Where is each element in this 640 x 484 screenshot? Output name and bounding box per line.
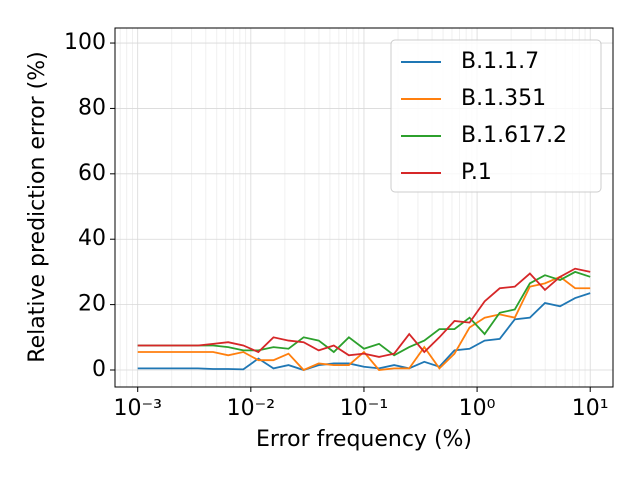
legend-label: B.1.351 [461,86,546,111]
y-tick-label: 40 [78,226,106,251]
legend-label: P.1 [461,160,492,185]
legend: B.1.1.7 B.1.351 B.1.617.2 P.1 [390,39,602,193]
line-series [137,270,591,357]
x-tick-label: 10⁻³ [113,396,161,421]
y-tick-label: 20 [78,292,106,317]
legend-label: B.1.1.7 [461,49,539,74]
x-tick-label: 10¹ [572,396,609,421]
y-tick-label: 60 [78,161,106,186]
line-series [137,292,591,371]
plot-frame [114,27,614,388]
y-tick-label: 80 [78,95,106,120]
x-tick-label: 10⁻¹ [340,396,388,421]
x-tick-label: 10⁻² [227,396,275,421]
line-series [137,267,591,358]
line-series [137,275,591,372]
legend-label: B.1.617.2 [461,123,567,148]
y-tick-label: 0 [92,357,106,382]
y-tick-label: 100 [64,30,106,55]
x-tick-label: 10⁰ [459,396,496,421]
legend-box [390,39,602,193]
x-axis-label: Error frequency (%) [256,427,472,452]
y-axis-label: Relative prediction error (%) [25,51,50,362]
